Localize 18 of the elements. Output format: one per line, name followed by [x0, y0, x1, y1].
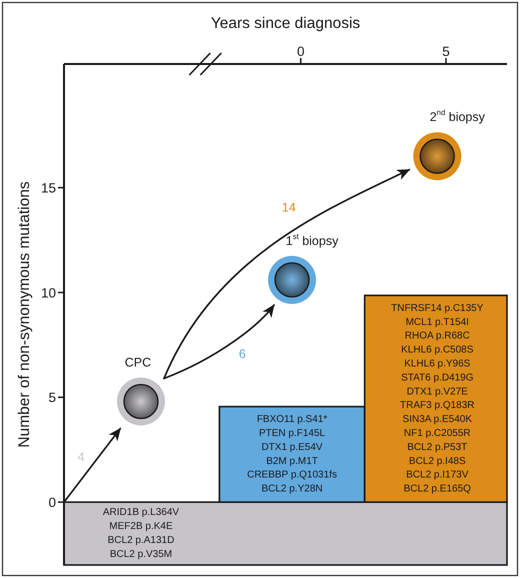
annotation: ARID1B p.L364V MEF2B p.K4E BCL2 p.A131D BCL2 p.V35M [102, 507, 180, 560]
annotation: FBXO11 p.S41* PTEN p.F145L DTX1 p.E54V B2M p.M1T CREBBP p.Q1031fs BCL2 p.Y28N [247, 414, 337, 495]
y-tick-label: 15 [40, 180, 56, 196]
y-tick-label: 0 [48, 494, 56, 510]
series-label: CPC [124, 355, 152, 370]
point [116, 377, 165, 426]
point [268, 256, 316, 304]
y-axis-title: Number of non-synonymous mutations [16, 181, 32, 448]
annotation: 4 [78, 450, 85, 464]
annotation: 14 [282, 200, 296, 214]
annotation: 6 [238, 346, 246, 361]
series-label: 1$^{st}$ biopsy [286, 232, 340, 248]
series-label: 2$^{nd}$ biopsy [430, 108, 486, 124]
text: TNFRSF14 p.C135Y MCL1 p.T154I RHOA p.R68C KLHL6 p.C508S KLHL6 p.Y96S STAT6 p.D419G DTX1 p.V27E TRAF3 p.Q183R SIN3A p.E540K NF1 p.C2055R BCL2 p.P53T BCL2 p.I48S BCL2 p.I173V BCL2 p.E165Q [391, 302, 484, 495]
x-axis-title: Years since diagnosis [210, 14, 360, 32]
point [413, 132, 462, 180]
y-tick-label: 10 [40, 285, 56, 300]
y-tick-label: 5 [48, 390, 56, 406]
